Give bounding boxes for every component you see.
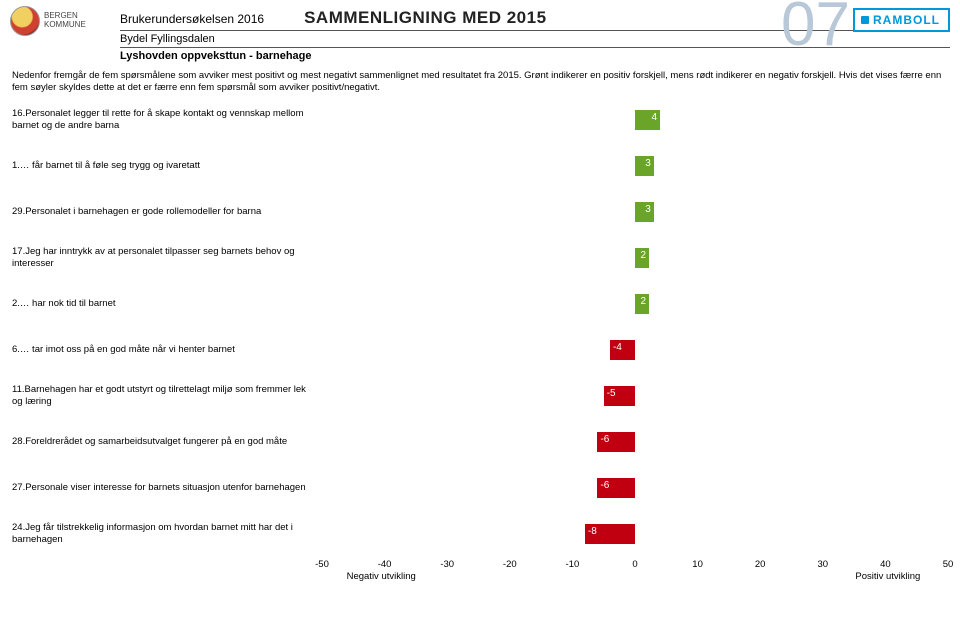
chart-row: 2.… har nok tid til barnet 2 (12, 283, 948, 325)
question-label: 28.Foreldrerådet og samarbeidsutvalget f… (12, 436, 322, 448)
plot-cell: 2 (322, 237, 948, 279)
chart-row: 28.Foreldrerådet og samarbeidsutvalget f… (12, 421, 948, 463)
plot-cell: 3 (322, 191, 948, 233)
bar-value: 2 (640, 296, 646, 307)
intro-text: Nedenfor fremgår de fem spørsmålene som … (0, 64, 960, 99)
bar-value: -6 (600, 434, 609, 445)
bar: -4 (610, 340, 635, 360)
x-axis: Negativ utvikling Positiv utvikling -50-… (322, 559, 948, 589)
chart-row: 11.Barnehagen har et godt utstyrt og til… (12, 375, 948, 417)
kommune-text: BERGEN KOMMUNE (44, 12, 86, 30)
page-number: 07 (781, 0, 850, 56)
bar-value: 3 (645, 158, 651, 169)
chart-row: 29.Personalet i barnehagen er gode rolle… (12, 191, 948, 233)
bar-value: -8 (588, 526, 597, 537)
bar: -8 (585, 524, 635, 544)
bar-value: 4 (651, 112, 657, 123)
crest-icon (10, 6, 40, 36)
bydel: Bydel Fyllingsdalen (120, 33, 215, 45)
question-label: 27.Personale viser interesse for barnets… (12, 482, 322, 494)
kommune-logo: BERGEN KOMMUNE (10, 6, 120, 36)
axis-tick: 0 (632, 559, 637, 570)
axis-tick: -10 (566, 559, 580, 570)
question-label: 6.… tar imot oss på en god måte når vi h… (12, 344, 322, 356)
plot-cell: -4 (322, 329, 948, 371)
kommune-line2: KOMMUNE (44, 21, 86, 30)
chart-row: 1.… får barnet til å føle seg trygg og i… (12, 145, 948, 187)
chart-row: 27.Personale viser interesse for barnets… (12, 467, 948, 509)
axis-tick: 40 (880, 559, 891, 570)
plot-cell: -6 (322, 421, 948, 463)
axis-tick: -40 (378, 559, 392, 570)
plot-cell: -8 (322, 513, 948, 555)
bar-value: 3 (645, 204, 651, 215)
axis-tick: 20 (755, 559, 766, 570)
question-label: 11.Barnehagen har et godt utstyrt og til… (12, 384, 322, 408)
axis-label-negative: Negativ utvikling (347, 571, 416, 582)
bar: -5 (604, 386, 635, 406)
chart-row: 17.Jeg har inntrykk av at personalet til… (12, 237, 948, 279)
axis-tick: -20 (503, 559, 517, 570)
brand-badge: RAMBOLL (853, 8, 950, 32)
bar: -6 (597, 478, 635, 498)
plot-cell: 2 (322, 283, 948, 325)
bar: 4 (635, 110, 660, 130)
bar-value: -5 (607, 388, 616, 399)
axis-tick: 30 (818, 559, 829, 570)
axis-tick: 50 (943, 559, 954, 570)
plot-cell: -5 (322, 375, 948, 417)
question-label: 29.Personalet i barnehagen er gode rolle… (12, 206, 322, 218)
brand-dot-icon (861, 16, 869, 24)
survey-title: Brukerundersøkelsen 2016 (120, 12, 264, 26)
chart-row: 6.… tar imot oss på en god måte når vi h… (12, 329, 948, 371)
chart-row: 24.Jeg får tilstrekkelig informasjon om … (12, 513, 948, 555)
bar: 2 (635, 248, 649, 268)
brand-text: RAMBOLL (873, 13, 940, 27)
bar-value: -6 (600, 480, 609, 491)
plot-cell: -6 (322, 467, 948, 509)
deviation-chart: 16.Personalet legger til rette for å ska… (0, 99, 960, 589)
bar: 3 (635, 156, 654, 176)
bar-value: -4 (613, 342, 622, 353)
axis-tick: -30 (440, 559, 454, 570)
bar-value: 2 (640, 250, 646, 261)
bar: -6 (597, 432, 635, 452)
axis-tick: -50 (315, 559, 329, 570)
axis-label-positive: Positiv utvikling (855, 571, 920, 582)
question-label: 24.Jeg får tilstrekkelig informasjon om … (12, 522, 322, 546)
axis-tick: 10 (692, 559, 703, 570)
question-label: 16.Personalet legger til rette for å ska… (12, 108, 322, 132)
main-title: SAMMENLIGNING MED 2015 (304, 8, 546, 28)
chart-row: 16.Personalet legger til rette for å ska… (12, 99, 948, 141)
question-label: 1.… får barnet til å føle seg trygg og i… (12, 160, 322, 172)
plot-cell: 4 (322, 99, 948, 141)
bar: 2 (635, 294, 649, 314)
question-label: 17.Jeg har inntrykk av at personalet til… (12, 246, 322, 270)
bar: 3 (635, 202, 654, 222)
question-label: 2.… har nok tid til barnet (12, 298, 322, 310)
page-header: BERGEN KOMMUNE Brukerundersøkelsen 2016 … (0, 0, 960, 64)
plot-cell: 3 (322, 145, 948, 187)
